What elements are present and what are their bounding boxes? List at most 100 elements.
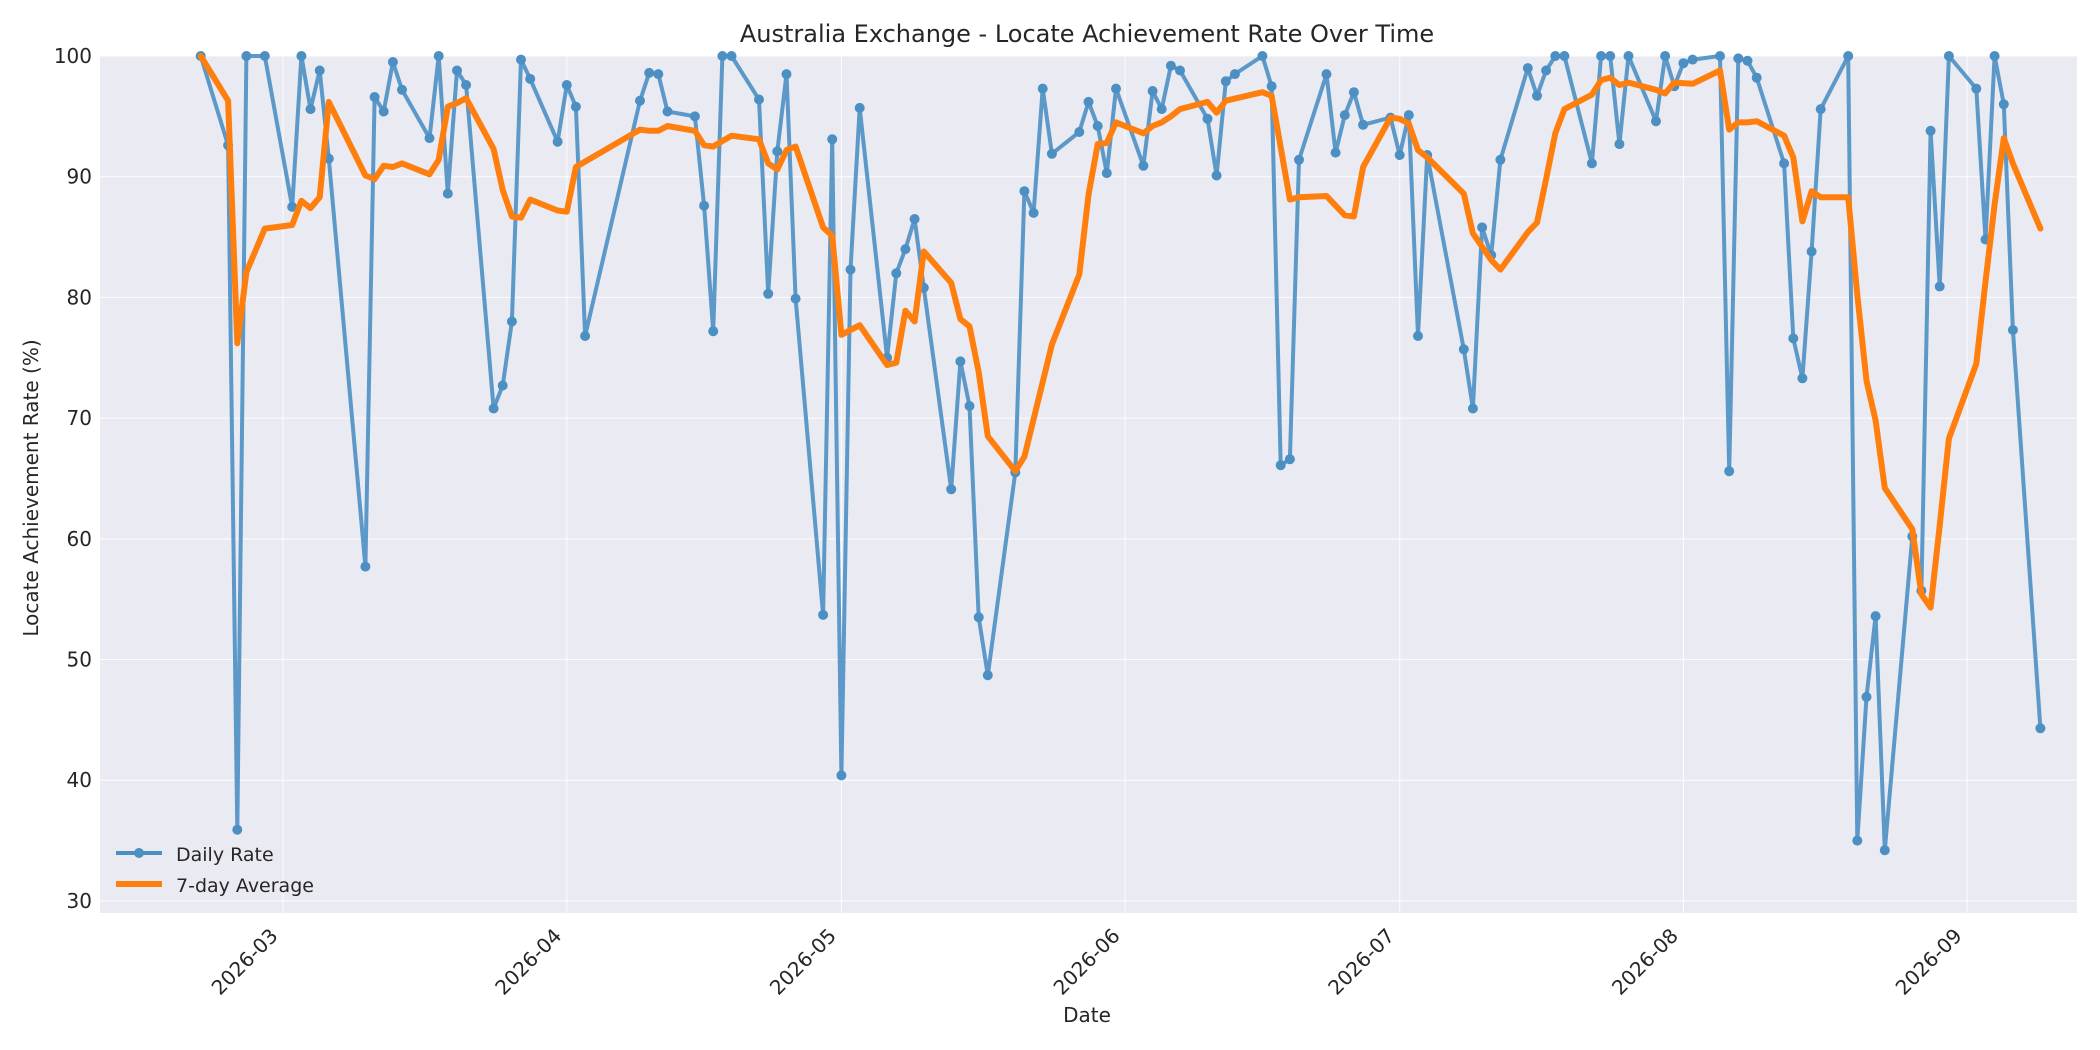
data-point-daily-rate [1522, 63, 1533, 74]
data-point-daily-rate [1275, 460, 1286, 471]
data-point-daily-rate [1330, 147, 1341, 158]
y-tick-label: 100 [54, 44, 92, 68]
data-point-daily-rate [1715, 51, 1725, 61]
data-point-daily-rate [1806, 246, 1817, 257]
data-point-daily-rate [644, 67, 655, 78]
data-point-daily-rate [827, 134, 838, 145]
legend-label-7-day-average: 7-day Average [176, 875, 314, 897]
data-point-daily-rate [424, 133, 435, 144]
data-point-daily-rate [854, 102, 865, 113]
data-point-daily-rate [1037, 83, 1048, 94]
data-point-daily-rate [287, 201, 298, 212]
data-point-daily-rate [1211, 170, 1222, 181]
data-point-daily-rate [1165, 60, 1176, 71]
data-point-daily-rate [2035, 723, 2046, 734]
data-point-daily-rate [699, 200, 710, 211]
data-point-daily-rate [2007, 325, 2018, 335]
data-point-daily-rate [1541, 65, 1552, 76]
data-point-daily-rate [1724, 466, 1735, 477]
data-point-daily-rate [1852, 835, 1863, 846]
y-tick-label: 90 [67, 165, 92, 189]
data-point-daily-rate [1797, 373, 1808, 384]
data-point-daily-rate [1614, 139, 1625, 150]
legend-item-7-day-average: 7-day Average [116, 875, 314, 897]
data-point-daily-rate [1074, 127, 1085, 137]
data-point-daily-rate [1861, 691, 1872, 702]
data-point-daily-rate [1348, 87, 1359, 98]
data-point-daily-rate [1046, 148, 1057, 159]
data-point-daily-rate [1596, 51, 1607, 61]
data-point-daily-rate [1294, 154, 1304, 165]
data-point-daily-rate [653, 69, 664, 80]
data-point-daily-rate [1156, 104, 1167, 115]
data-point-daily-rate [1687, 54, 1698, 65]
data-point-daily-rate [378, 106, 389, 117]
data-point-daily-rate [1284, 454, 1295, 465]
data-point-daily-rate [1257, 51, 1268, 61]
data-point-daily-rate [580, 331, 591, 341]
data-point-daily-rate [516, 54, 526, 65]
legend-marker-daily-rate [134, 848, 144, 858]
data-point-daily-rate [296, 51, 307, 61]
data-point-daily-rate [1989, 51, 2000, 61]
data-point-daily-rate [955, 356, 966, 367]
data-point-daily-rate [946, 484, 957, 495]
data-point-daily-rate [305, 104, 316, 115]
data-point-daily-rate [1111, 83, 1121, 94]
data-point-daily-rate [1394, 150, 1405, 160]
data-point-daily-rate [891, 268, 902, 279]
series-layer [195, 51, 2046, 856]
data-point-daily-rate [387, 57, 398, 67]
data-point-daily-rate [360, 561, 371, 572]
y-tick-label: 30 [67, 889, 92, 913]
legend: Daily Rate 7-day Average [116, 844, 314, 897]
data-point-daily-rate [1651, 116, 1661, 127]
data-point-daily-rate [1028, 207, 1039, 218]
data-point-daily-rate [726, 51, 737, 61]
data-point-daily-rate [1266, 81, 1277, 92]
legend-label-daily-rate: Daily Rate [176, 844, 274, 866]
data-point-daily-rate [1934, 281, 1945, 292]
data-point-daily-rate [497, 380, 508, 391]
data-point-daily-rate [1733, 53, 1744, 64]
y-tick-label: 50 [67, 648, 92, 672]
data-point-daily-rate [1971, 83, 1982, 94]
data-point-daily-rate [241, 51, 252, 61]
data-point-daily-rate [442, 188, 453, 199]
data-point-daily-rate [845, 264, 856, 275]
data-point-daily-rate [552, 136, 563, 147]
data-point-daily-rate [1660, 51, 1671, 61]
data-point-daily-rate [1458, 344, 1469, 355]
data-point-daily-rate [232, 824, 243, 835]
data-point-daily-rate [570, 101, 581, 112]
data-point-daily-rate [1925, 125, 1936, 136]
y-axis-label: Locate Achievement Rate (%) [19, 339, 43, 636]
data-point-daily-rate [1019, 186, 1030, 197]
data-point-daily-rate [461, 80, 472, 90]
data-point-daily-rate [964, 401, 975, 411]
data-point-daily-rate [1403, 110, 1414, 121]
data-point-daily-rate [1138, 160, 1149, 171]
data-point-daily-rate [1229, 69, 1240, 80]
data-point-daily-rate [1843, 51, 1854, 61]
y-tick-label: 40 [67, 768, 92, 792]
data-point-daily-rate [1467, 403, 1478, 414]
data-point-daily-rate [452, 65, 462, 76]
data-point-daily-rate [1742, 55, 1753, 66]
data-point-daily-rate [1477, 222, 1488, 233]
data-point-daily-rate [1779, 158, 1790, 169]
data-point-daily-rate [635, 95, 645, 106]
data-point-daily-rate [1788, 333, 1799, 344]
data-point-daily-rate [1092, 121, 1103, 131]
data-point-daily-rate [1147, 86, 1158, 96]
data-point-daily-rate [1943, 51, 1954, 61]
chart-title: Australia Exchange - Locate Achievement … [740, 20, 1434, 48]
data-point-daily-rate [561, 80, 572, 90]
data-point-daily-rate [314, 65, 325, 76]
data-point-daily-rate [754, 94, 764, 105]
data-point-daily-rate [708, 326, 719, 337]
y-axis-ticks: 30 40 50 60 70 80 90 100 [54, 44, 92, 913]
data-point-daily-rate [763, 288, 774, 299]
series-line-7-day-average [197, 53, 2044, 611]
